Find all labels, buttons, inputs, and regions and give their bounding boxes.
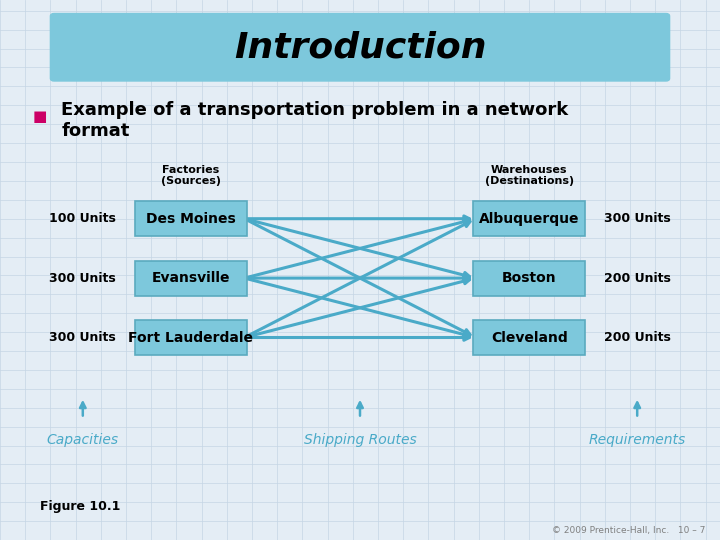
Text: Evansville: Evansville <box>151 271 230 285</box>
Text: Capacities: Capacities <box>47 433 119 447</box>
Text: Des Moines: Des Moines <box>146 212 235 226</box>
Text: 200 Units: 200 Units <box>604 272 670 285</box>
FancyBboxPatch shape <box>135 320 246 355</box>
Text: ■: ■ <box>32 109 47 124</box>
Text: Figure 10.1: Figure 10.1 <box>40 500 120 513</box>
Text: 200 Units: 200 Units <box>604 331 670 344</box>
Text: format: format <box>61 122 130 140</box>
Text: 100 Units: 100 Units <box>50 212 116 225</box>
Text: 300 Units: 300 Units <box>604 212 670 225</box>
FancyBboxPatch shape <box>474 320 585 355</box>
FancyBboxPatch shape <box>135 260 246 296</box>
Text: Shipping Routes: Shipping Routes <box>304 433 416 447</box>
Text: Factories
(Sources): Factories (Sources) <box>161 165 221 186</box>
FancyBboxPatch shape <box>50 14 670 81</box>
Text: Albuquerque: Albuquerque <box>479 212 580 226</box>
Text: Introduction: Introduction <box>234 31 486 64</box>
Text: Requirements: Requirements <box>588 433 686 447</box>
Text: Fort Lauderdale: Fort Lauderdale <box>128 330 253 345</box>
Text: 300 Units: 300 Units <box>50 272 116 285</box>
Text: © 2009 Prentice-Hall, Inc.   10 – 7: © 2009 Prentice-Hall, Inc. 10 – 7 <box>552 526 706 535</box>
Text: 300 Units: 300 Units <box>50 331 116 344</box>
Text: Warehouses
(Destinations): Warehouses (Destinations) <box>485 165 574 186</box>
Text: Cleveland: Cleveland <box>491 330 567 345</box>
FancyBboxPatch shape <box>135 201 246 237</box>
Text: Boston: Boston <box>502 271 557 285</box>
FancyBboxPatch shape <box>474 201 585 237</box>
Text: Example of a transportation problem in a network: Example of a transportation problem in a… <box>61 101 569 119</box>
FancyBboxPatch shape <box>474 260 585 296</box>
